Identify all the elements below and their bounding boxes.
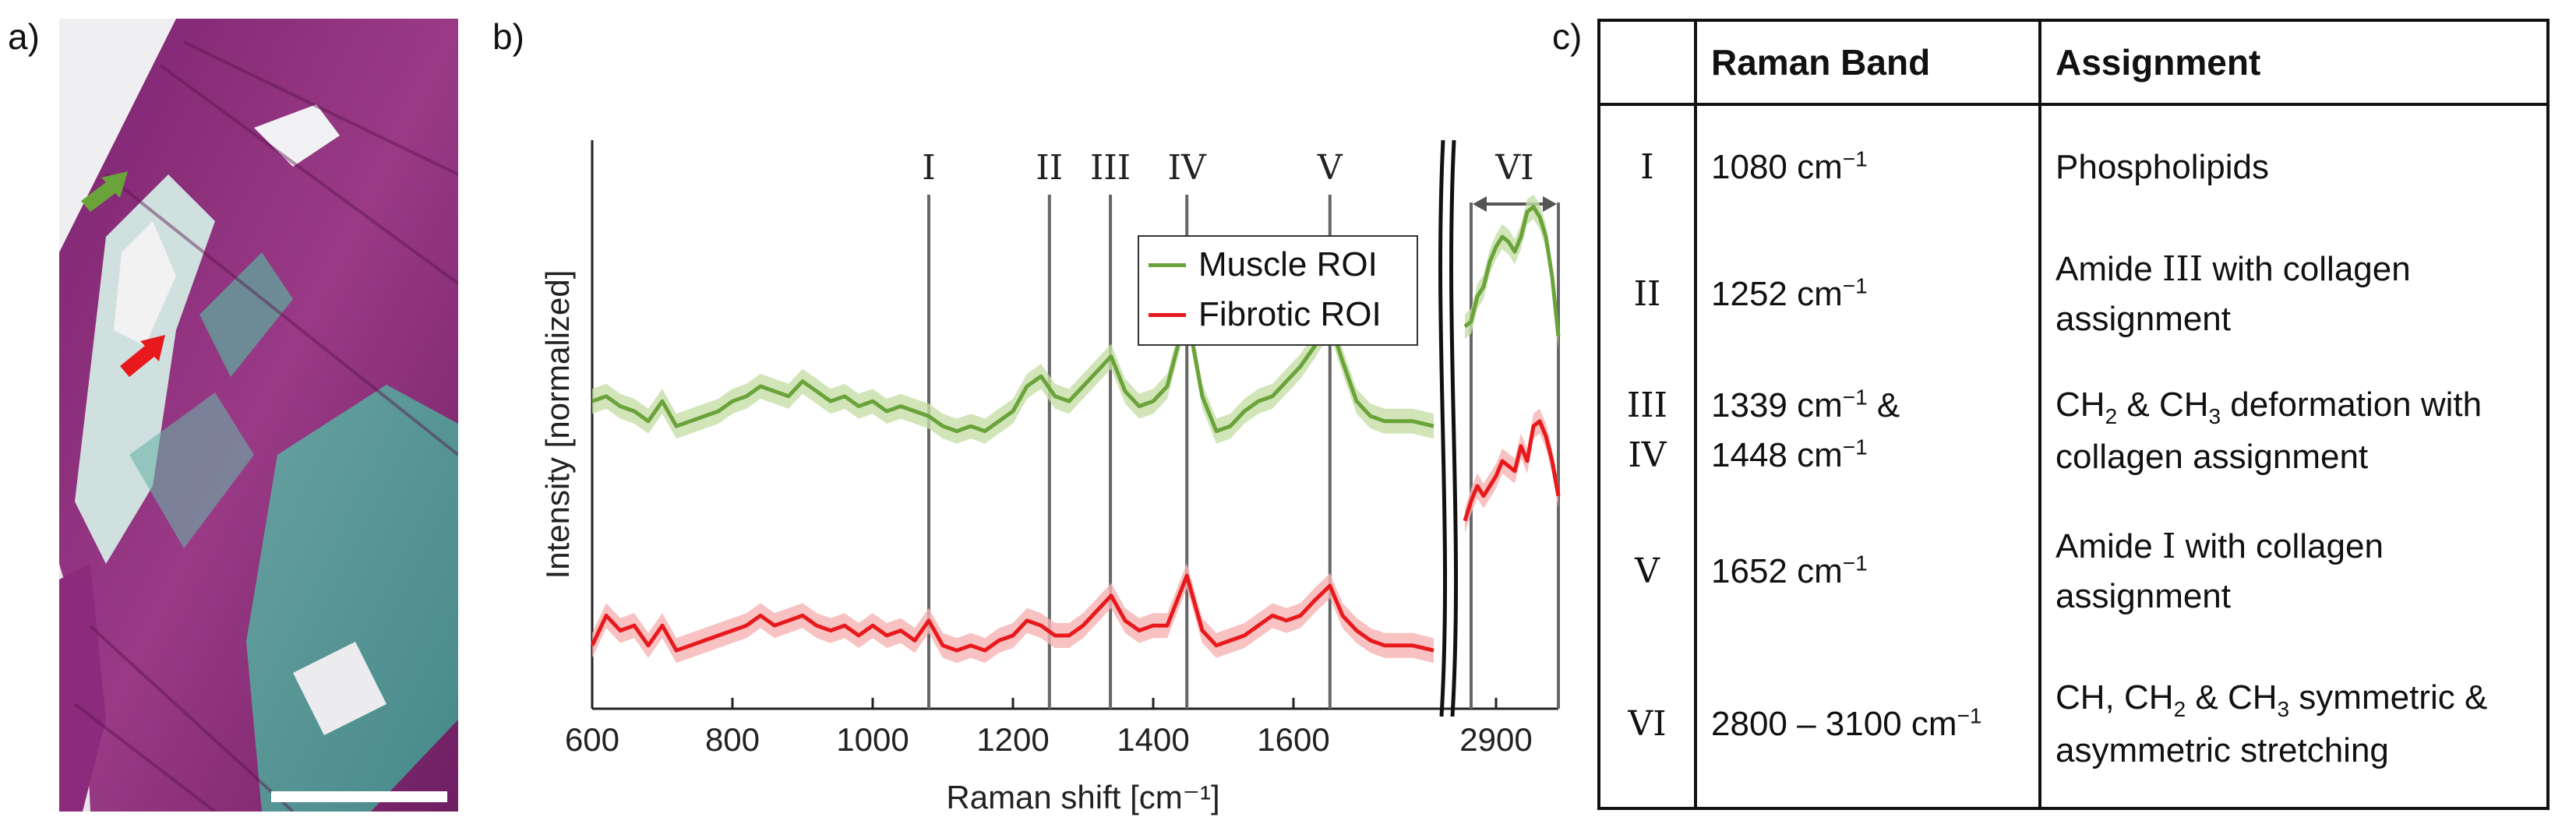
assignment-part-b: & CH: [2186, 678, 2278, 717]
band-joiner: &: [1867, 386, 1900, 425]
band-value: 1252 cm: [1711, 275, 1843, 314]
assignment-sub-a: 2: [2173, 697, 2186, 722]
series-muscle-band-1: [1465, 194, 1558, 349]
legend-item-fibrotic: Fibrotic ROI: [1149, 291, 1382, 338]
assignment-text: Amide: [2056, 526, 2162, 565]
table-row: V 1652 cm−1 Amide I with collagen assign…: [1600, 501, 2546, 642]
assignment-text-tail: with collagen assignment: [2056, 526, 2384, 615]
green-arrow-icon: [81, 171, 128, 212]
header-blank: [1600, 22, 1696, 107]
band-marker-label-4: IV: [1168, 148, 1207, 188]
band-wavenumber: 1252 cm−1: [1694, 228, 2040, 361]
assignment-part-b: & CH: [2117, 385, 2209, 424]
assignment-roman: I: [2161, 526, 2176, 566]
x-tick-label-1000: 1000: [836, 721, 909, 758]
legend-swatch-fibrotic: [1149, 312, 1186, 317]
assignment-part-c: deformation with collagen assignment: [2056, 385, 2482, 476]
band-unit-sup: −1: [1842, 551, 1868, 576]
assignment-sub-b: 3: [2208, 403, 2221, 428]
band-roman-2: IV: [1628, 435, 1667, 476]
series-muscle-line-1: [1463, 205, 1561, 337]
band-roman: VI: [1628, 703, 1667, 744]
histology-image: [59, 19, 458, 812]
band-unit-sup-1: −1: [1842, 385, 1868, 410]
band-unit-sup: −1: [1842, 146, 1868, 171]
legend-item-muscle: Muscle ROI: [1149, 241, 1378, 288]
band-unit-sup: −1: [1842, 273, 1868, 298]
assignment-text: Amide: [2056, 250, 2162, 289]
x-tick-label-600: 600: [565, 721, 619, 758]
series-muscle-line-0: [591, 309, 1434, 434]
band-assignment: Amide III with collagen assignment: [2038, 228, 2546, 361]
table-row: VI 2800 – 3100 cm−1 CH, CH2 & CH3 symmet…: [1600, 641, 2546, 807]
assignment-table: Raman Band Assignment I 1080 cm−1 Phosph…: [1600, 22, 2546, 807]
panel-c-label: c): [1552, 16, 1583, 57]
chart-legend: Muscle ROI Fibrotic ROI: [1138, 235, 1418, 346]
band-roman-1: III: [1626, 386, 1668, 426]
assignment-part-a: CH: [2056, 385, 2105, 424]
scale-bar: [271, 791, 447, 802]
table-row: I 1080 cm−1 Phospholipids: [1600, 104, 2546, 229]
band-range-label: VI: [1494, 148, 1533, 188]
band-assignment: CH, CH2 & CH3 symmetric & asymmetric str…: [2038, 641, 2546, 807]
band-value: 1652 cm: [1711, 551, 1843, 590]
assignment-roman: III: [2161, 249, 2204, 290]
band-marker-label-3: III: [1090, 148, 1131, 188]
band-wavenumber: 2800 – 3100 cm−1: [1694, 641, 2040, 807]
x-tick-label-800: 800: [705, 721, 760, 758]
panel-a-label: a): [8, 16, 40, 57]
assignment-part-a: CH, CH: [2056, 678, 2174, 717]
series-fibrotic-band-0: [592, 563, 1434, 664]
x-tick-label-1400: 1400: [1117, 721, 1189, 758]
band-assignment: Phospholipids: [2038, 104, 2546, 229]
band-marker-label-5: V: [1317, 148, 1343, 188]
x-axis-title: Raman shift [cm⁻¹]: [946, 779, 1219, 815]
band-wavenumber: 1652 cm−1: [1694, 501, 2040, 642]
legend-label-fibrotic: Fibrotic ROI: [1198, 295, 1382, 333]
x-tick-label-1600: 1600: [1257, 721, 1329, 758]
band-wavenumber: 1339 cm−1 & 1448 cm−1: [1694, 361, 2040, 502]
series-fibrotic-line-0: [590, 573, 1434, 653]
band-assignment: Amide I with collagen assignment: [2038, 501, 2546, 642]
x-tick-label-1200: 1200: [976, 721, 1049, 758]
band-value-2: 1448 cm: [1711, 436, 1843, 475]
band-range-arrowhead-right: [1543, 196, 1557, 212]
table-row: III IV 1339 cm−1 & 1448 cm−1 CH2 & CH3 def…: [1600, 361, 2546, 502]
series-fibrotic-line-1: [1463, 419, 1561, 522]
legend-swatch-muscle: [1149, 262, 1186, 267]
histology-stain-graphic: [59, 19, 458, 812]
raman-band-table: Raman Band Assignment I 1080 cm−1 Phosph…: [1597, 19, 2550, 810]
assignment-part-c: symmetric & asymmetric stretching: [2056, 678, 2488, 769]
band-marker-label-2: II: [1036, 148, 1063, 188]
axis-break-left: [1438, 139, 1448, 717]
red-arrow-icon: [120, 335, 165, 377]
band-value-1: 1339 cm: [1711, 386, 1843, 425]
band-value: 1080 cm: [1711, 147, 1843, 186]
y-axis-title: Intensity [normalized]: [539, 270, 576, 579]
table-header-row: Raman Band Assignment: [1600, 22, 2546, 107]
x-tick-label-2900: 2900: [1459, 721, 1532, 758]
table-row: II 1252 cm−1 Amide III with collagen ass…: [1600, 228, 2546, 361]
band-wavenumber: 1080 cm−1: [1694, 104, 2040, 229]
band-unit-sup: −1: [1957, 703, 1982, 728]
header-raman-band: Raman Band: [1694, 22, 2040, 107]
band-range-arrowhead-left: [1473, 196, 1487, 212]
legend-label-muscle: Muscle ROI: [1198, 245, 1378, 283]
series-muscle-band-0: [592, 299, 1434, 444]
band-roman: III IV: [1600, 361, 1696, 501]
assignment-sub-b: 3: [2277, 697, 2290, 722]
band-value: 2800 – 3100 cm: [1711, 704, 1957, 743]
axis-break-right: [1449, 139, 1459, 717]
assignment-sub-a: 2: [2105, 403, 2118, 428]
band-roman: II: [1633, 274, 1661, 315]
assignment-text-tail: with collagen assignment: [2056, 250, 2411, 339]
band-assignment: CH2 & CH3 deformation with collagen assi…: [2038, 361, 2546, 502]
band-roman: I: [1640, 146, 1654, 187]
header-assignment: Assignment: [2038, 22, 2546, 107]
band-marker-label-1: I: [922, 148, 935, 188]
panel-b-label: b): [492, 16, 524, 57]
band-roman: V: [1635, 551, 1660, 591]
band-unit-sup-2: −1: [1842, 435, 1868, 460]
